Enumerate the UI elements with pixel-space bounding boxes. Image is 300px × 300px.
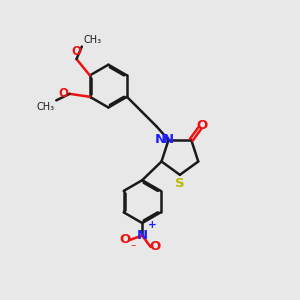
Text: O: O [149,240,161,253]
Text: CH₃: CH₃ [83,35,101,45]
Text: O: O [196,119,207,132]
Text: S: S [175,177,185,190]
Text: O: O [58,87,68,100]
Text: CH₃: CH₃ [37,102,55,112]
Text: O: O [71,45,82,58]
Text: ⁻: ⁻ [130,244,136,254]
Text: O: O [120,233,131,247]
Text: N: N [163,134,174,146]
Text: N: N [136,229,148,242]
Text: +: + [148,220,156,230]
Text: N: N [155,133,166,146]
